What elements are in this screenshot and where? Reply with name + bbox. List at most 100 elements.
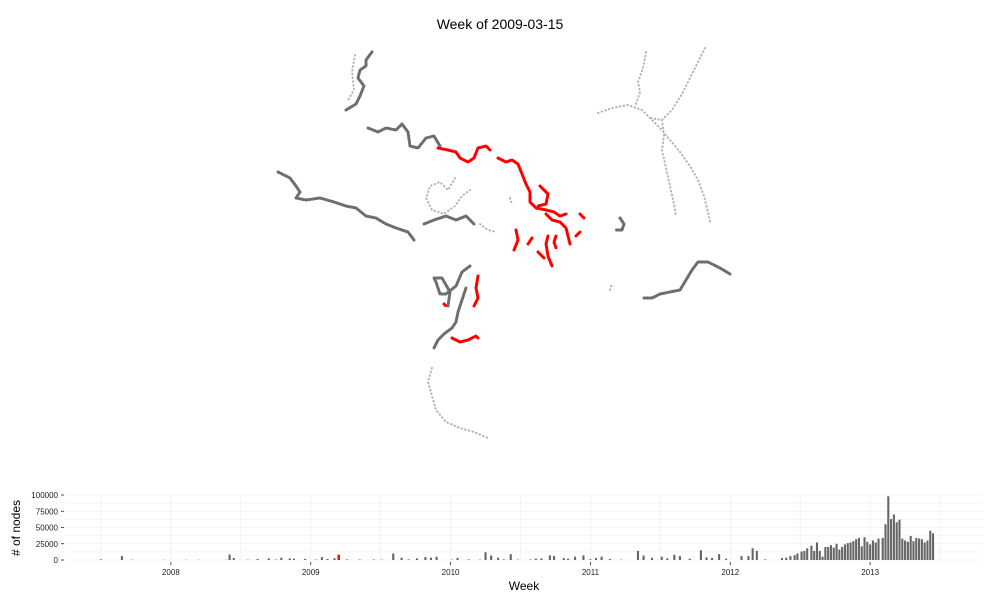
histogram-bar — [835, 543, 838, 560]
histogram-bar — [699, 550, 702, 560]
map-track-current — [544, 212, 572, 246]
histogram-bar — [929, 530, 932, 560]
map-track-faded — [609, 283, 613, 291]
histogram-bar — [884, 524, 887, 560]
histogram-bar — [915, 537, 918, 560]
histogram-bar — [540, 558, 543, 560]
histogram-bar — [785, 557, 788, 560]
histogram-bar — [890, 519, 893, 560]
histogram-bar — [838, 549, 841, 560]
histogram-bar — [509, 554, 512, 560]
x-axis-ticks: 2008 2009 2010 2011 2012 2013 — [162, 562, 880, 577]
histogram-bar — [857, 537, 860, 560]
y-tick-label: 25000 — [36, 540, 59, 549]
y-axis-ticks: 0 25000 50000 75000 100000 — [31, 491, 64, 565]
histogram-bar — [926, 540, 929, 560]
histogram-bar — [918, 538, 921, 560]
histogram-bar — [912, 541, 915, 560]
map-track-faded — [479, 223, 497, 233]
histogram-bar — [843, 544, 846, 560]
histogram-bar — [673, 554, 676, 560]
map-track-current — [526, 236, 534, 246]
histogram-bar — [333, 558, 336, 560]
map-track-faded — [649, 47, 706, 121]
histogram-bar — [863, 537, 866, 560]
histogram-bar — [764, 559, 767, 560]
map-track-faded — [661, 119, 677, 217]
histogram-bar — [705, 557, 708, 560]
histogram-bar — [678, 556, 681, 560]
histogram-bar — [803, 550, 806, 560]
map-track-current — [442, 302, 448, 308]
histogram-bar — [467, 559, 470, 560]
histogram-bar — [793, 555, 796, 560]
map-track-previous — [344, 50, 374, 112]
map-track-faded — [635, 51, 647, 105]
histogram-bar — [904, 540, 907, 560]
histogram-bar — [548, 555, 551, 560]
map-track-previous — [642, 260, 732, 300]
histogram-bar — [228, 554, 231, 560]
x-tick-label: 2010 — [442, 568, 460, 577]
map-track-current — [436, 144, 492, 164]
histogram-bar — [846, 543, 849, 560]
histogram-bar — [725, 558, 728, 560]
map-track-faded — [509, 197, 513, 205]
histogram-bar — [232, 558, 235, 560]
map-track-current — [512, 228, 520, 252]
y-axis-label: # of nodes — [9, 500, 23, 556]
map-layer-current — [436, 144, 586, 344]
histogram-bar — [534, 558, 537, 560]
histogram-bar — [99, 559, 103, 560]
y-tick-label: 0 — [54, 556, 59, 565]
histogram-bar — [650, 557, 654, 560]
y-tick-label: 100000 — [31, 491, 58, 500]
histogram-bar — [267, 558, 270, 560]
histogram-bar — [871, 540, 874, 560]
map-track-current — [472, 274, 480, 308]
map-track-previous — [422, 214, 476, 226]
chart-title: Week of 2009-03-15 — [436, 16, 564, 32]
histogram-bar — [120, 556, 123, 560]
histogram-bar — [600, 556, 603, 560]
histogram-bar — [810, 545, 813, 560]
histogram-bar — [877, 538, 880, 560]
map-layer-faded — [347, 47, 711, 439]
map-track-current — [536, 184, 550, 208]
histogram-bar — [841, 547, 844, 560]
x-axis-label: Week — [509, 579, 540, 593]
map-track-previous — [276, 170, 416, 242]
histogram-bar — [747, 556, 750, 560]
histogram-bar — [932, 533, 935, 560]
histogram-bar — [898, 519, 901, 560]
histogram-bar — [755, 550, 758, 560]
histogram-bar — [832, 547, 835, 560]
histogram-bar — [813, 550, 816, 560]
map-track-previous — [614, 216, 626, 232]
map-layer-previous — [276, 50, 732, 350]
current-week-bar — [337, 554, 340, 560]
histogram-bar — [497, 557, 500, 560]
histogram-bar — [892, 514, 895, 560]
histogram-bar — [484, 552, 487, 560]
histogram-bar — [800, 551, 803, 560]
histogram-bar — [866, 541, 869, 560]
histogram-bar — [806, 548, 809, 560]
histogram-bar — [304, 558, 307, 560]
histogram-bars — [99, 496, 935, 560]
map-track-faded — [347, 54, 356, 101]
histogram-bar — [827, 547, 830, 560]
histogram-bar — [906, 541, 909, 560]
histogram-bar — [280, 557, 283, 560]
map-track-current — [574, 230, 582, 238]
histogram-bar — [400, 557, 403, 560]
histogram-bar — [818, 550, 821, 560]
histogram-bar — [860, 546, 863, 560]
x-tick-label: 2011 — [582, 568, 600, 577]
histogram-bar — [456, 558, 459, 560]
map-track-previous — [432, 286, 468, 350]
map-track-faded — [427, 367, 489, 439]
histogram-bar — [718, 554, 721, 560]
histogram-bar — [636, 550, 640, 560]
